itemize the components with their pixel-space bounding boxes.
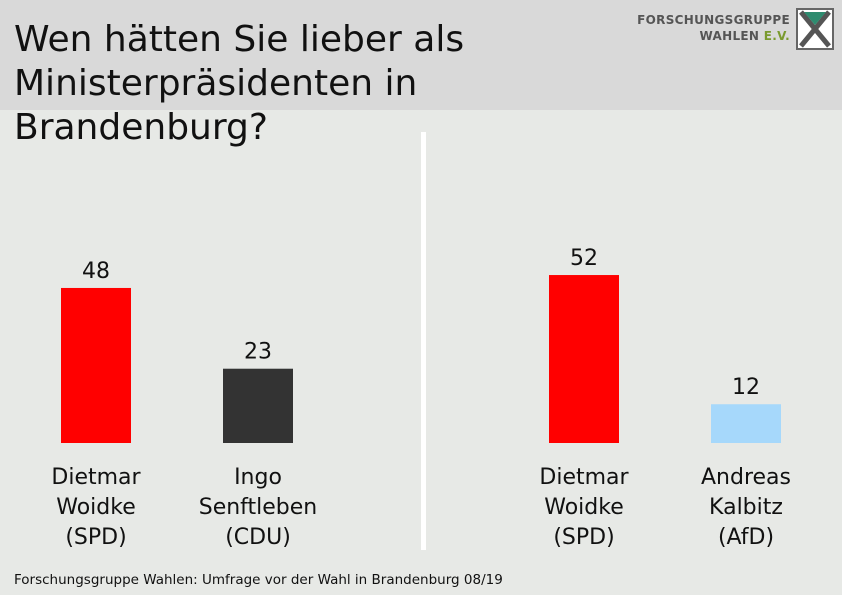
- chart-title: Wen hätten Sie lieber als Ministerpräsid…: [14, 19, 465, 148]
- category-label-0-1-1: Senftleben: [199, 495, 318, 520]
- logo-line2: WAHLEN: [699, 29, 760, 43]
- header: Wen hätten Sie lieber als Ministerpräsid…: [0, 0, 842, 148]
- logo-line1: FORSCHUNGSGRUPPE: [637, 13, 790, 27]
- category-label-1-0-1: Woidke: [544, 495, 624, 520]
- footer-source: Forschungsgruppe Wahlen: Umfrage vor der…: [14, 572, 503, 588]
- category-label-0-0-0: Dietmar: [51, 465, 141, 490]
- data-label-0-0: 48: [82, 259, 110, 284]
- category-label-0-0-1: Woidke: [56, 495, 136, 520]
- bar-1-0: [549, 275, 619, 443]
- category-label-0-1-0: Ingo: [234, 465, 282, 490]
- bar-0-1: [223, 368, 293, 443]
- category-label-0-0-2: (SPD): [65, 525, 126, 550]
- category-label-1-1-1: Kalbitz: [709, 495, 783, 520]
- logo-x-icon: [796, 8, 834, 50]
- category-label-0-1-2: (CDU): [225, 525, 291, 550]
- category-label-1-0-2: (SPD): [553, 525, 614, 550]
- logo-text: FORSCHUNGSGRUPPE WAHLEN E.V.: [637, 12, 790, 44]
- bar-1-1: [711, 404, 781, 443]
- data-label-1-1: 12: [732, 375, 760, 400]
- logo-ev: E.V.: [763, 29, 790, 43]
- panel-divider: [421, 132, 426, 550]
- data-label-0-1: 23: [244, 340, 272, 365]
- category-label-1-0-0: Dietmar: [539, 465, 629, 490]
- data-label-1-0: 52: [570, 246, 598, 271]
- category-label-1-1-0: Andreas: [701, 465, 791, 490]
- logo: FORSCHUNGSGRUPPE WAHLEN E.V.: [637, 8, 834, 52]
- chart-area: 48 Dietmar Woidke (SPD) 23 Ingo Senftleben (CDU…: [51, 132, 791, 550]
- category-label-1-1-2: (AfD): [718, 525, 774, 550]
- bar-0-0: [61, 287, 131, 443]
